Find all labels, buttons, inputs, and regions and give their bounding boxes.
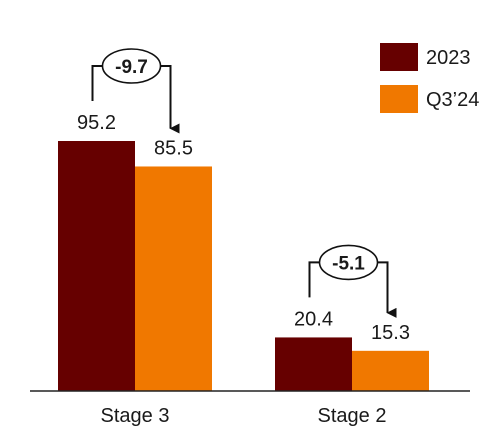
legend-item: 2023	[380, 43, 471, 71]
legend: 2023 Q3’24	[380, 43, 479, 113]
legend-label: Q3’24	[426, 89, 479, 111]
change-ellipse	[318, 244, 379, 281]
bar-stage-3-series-0	[58, 141, 135, 391]
change-ellipse	[101, 48, 162, 84]
legend-swatch	[380, 43, 418, 71]
category-label: Stage 2	[318, 405, 387, 427]
change-annotation-stage-3: -9.7	[91, 48, 180, 134]
category-labels-layer: Stage 3 Stage 2	[101, 405, 387, 427]
value-labels-layer: 95.2 85.5 20.4 15.3	[77, 112, 410, 344]
value-label: 85.5	[154, 137, 193, 159]
change-annotations-layer: -9.7 -5.1	[91, 48, 397, 318]
legend-item: Q3’24	[380, 85, 479, 113]
change-annotation-stage-2: -5.1	[308, 244, 397, 318]
bar-stage-2-series-1	[352, 350, 429, 391]
change-value: -5.1	[332, 253, 365, 274]
value-label: 20.4	[294, 308, 333, 330]
category-label: Stage 3	[101, 405, 170, 427]
legend-label: 2023	[426, 47, 471, 69]
value-label: 15.3	[371, 322, 410, 344]
bars-layer	[58, 141, 429, 391]
legend-swatch	[380, 85, 418, 113]
value-label: 95.2	[77, 112, 116, 134]
bar-stage-3-series-1	[135, 166, 212, 391]
bar-stage-2-series-0	[275, 337, 352, 391]
change-value: -9.7	[115, 57, 148, 78]
